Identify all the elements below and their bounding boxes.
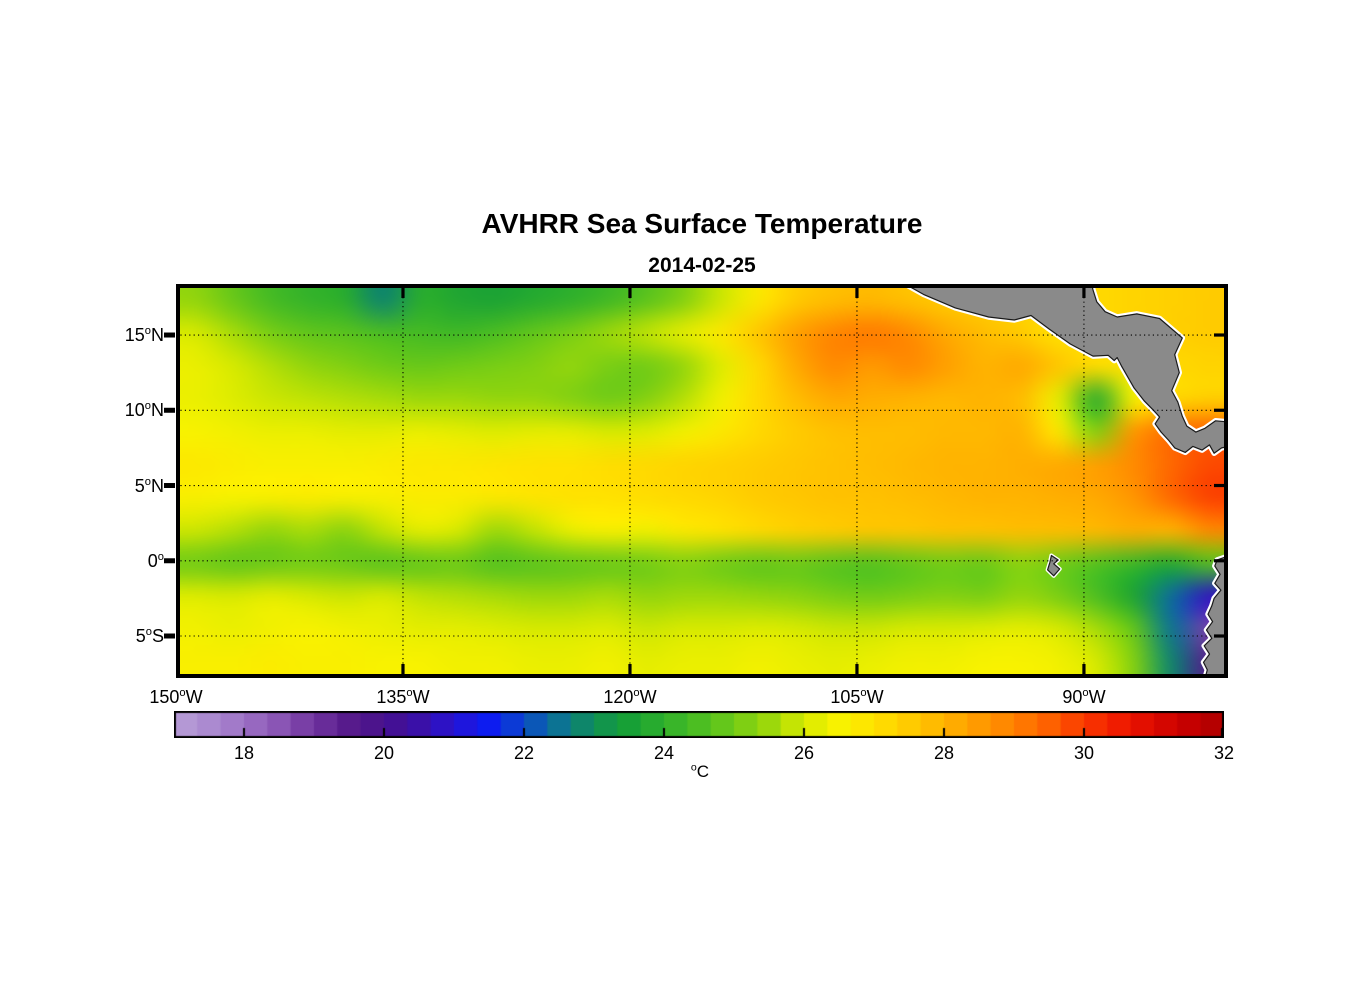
- figure-title: AVHRR Sea Surface Temperature: [481, 208, 923, 239]
- land-layer: [899, 284, 1228, 678]
- colorbar-units-label: oC: [690, 761, 710, 781]
- lat-tick-label: 15oN: [124, 325, 164, 346]
- lat-tick-label: 0o: [147, 550, 164, 571]
- colorbar-tick-label: 24: [653, 743, 675, 763]
- colorbar-tick-label: 32: [1213, 743, 1235, 763]
- lat-tick-label: 10oN: [124, 400, 164, 421]
- south-america-landmass: [1202, 555, 1228, 678]
- colorbar-tick-label: 22: [513, 743, 535, 763]
- sst-heatmap-canvas: [176, 284, 1228, 678]
- colorbar-tick-label: 20: [373, 743, 395, 763]
- lon-tick-label: 90oW: [1062, 687, 1106, 707]
- figure-date-subtitle: 2014-02-25: [648, 254, 756, 277]
- central-america-landmass: [903, 284, 1228, 454]
- colorbar: [174, 711, 1224, 738]
- sst-map-axes: [164, 284, 1228, 678]
- lat-tick-label: 5oS: [135, 626, 164, 646]
- lat-tick-label: 5oN: [134, 475, 164, 496]
- lon-tick-label: 105oW: [830, 687, 884, 707]
- colorbar-tick-label: 18: [233, 743, 255, 763]
- colorbar-tick-label: 30: [1073, 743, 1095, 763]
- lon-tick-label: 135oW: [376, 687, 430, 707]
- colorbar-tick-label: 26: [793, 743, 815, 763]
- lon-tick-label: 150oW: [149, 687, 203, 707]
- colorbar-canvas: [174, 711, 1224, 738]
- lon-tick-label: 120oW: [603, 687, 657, 707]
- map-overlay-svg: [164, 284, 1228, 678]
- axes-frame: [176, 284, 1228, 678]
- colorbar-tick-label: 28: [933, 743, 955, 763]
